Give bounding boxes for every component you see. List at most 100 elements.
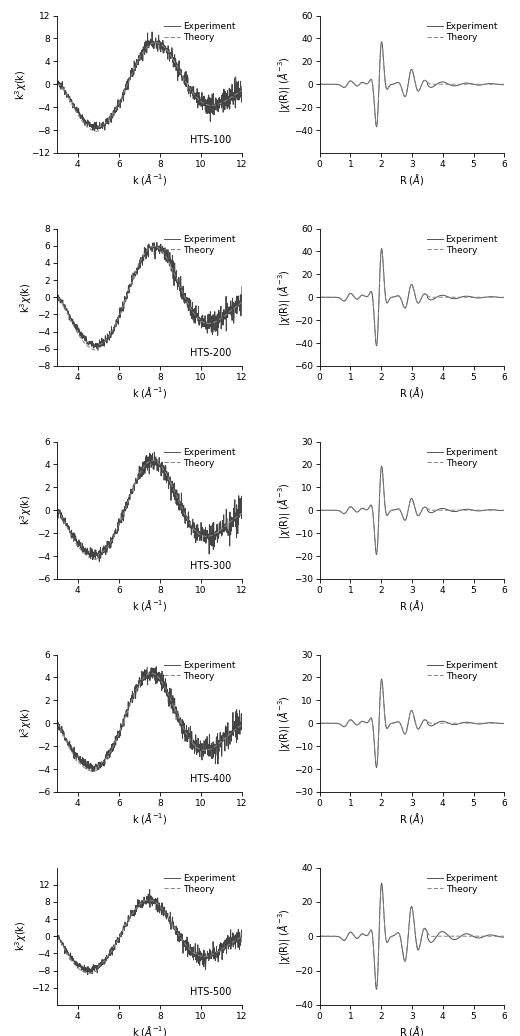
Experiment [451, 933, 457, 946]
Theory [373, 759, 380, 772]
Experiment [54, 716, 60, 728]
X-axis label: k ($\AA^{-1}$): k ($\AA^{-1}$) [132, 172, 167, 186]
Theory [162, 906, 168, 919]
Experiment [501, 79, 508, 91]
Theory [54, 78, 60, 90]
Experiment [54, 79, 60, 91]
Experiment [377, 49, 383, 61]
Theory [501, 291, 508, 304]
Theory [317, 505, 323, 517]
Experiment [194, 313, 201, 325]
Experiment [153, 660, 159, 672]
X-axis label: R ($\AA$): R ($\AA$) [399, 598, 425, 612]
Experiment [317, 505, 323, 517]
Experiment [391, 291, 397, 304]
Theory [379, 37, 385, 50]
Experiment [172, 269, 178, 282]
Theory [194, 742, 201, 754]
Theory [54, 717, 60, 729]
Theory [391, 78, 397, 90]
Experiment [172, 701, 178, 714]
Experiment [317, 717, 323, 729]
Experiment [194, 519, 201, 531]
Theory [194, 312, 201, 324]
Experiment [452, 506, 458, 518]
Experiment [239, 716, 245, 728]
Theory [239, 507, 245, 519]
Theory [377, 258, 383, 270]
Experiment [451, 80, 457, 92]
Text: HTS-200: HTS-200 [189, 348, 231, 357]
Theory [434, 930, 440, 943]
Line: Theory: Theory [320, 44, 504, 125]
Line: Experiment: Experiment [320, 679, 504, 768]
Y-axis label: k$^3\chi$(k): k$^3\chi$(k) [13, 921, 29, 951]
Text: HTS-400: HTS-400 [190, 774, 231, 783]
Theory [54, 291, 60, 304]
Experiment [377, 473, 383, 486]
Experiment [379, 876, 385, 889]
Experiment [379, 35, 385, 48]
Theory [172, 487, 178, 499]
Line: Theory: Theory [320, 681, 504, 766]
Theory [151, 240, 157, 253]
Experiment [172, 484, 178, 496]
X-axis label: R ($\AA$): R ($\AA$) [399, 172, 425, 186]
Experiment [373, 761, 380, 774]
Experiment [162, 461, 168, 473]
Experiment [434, 930, 440, 943]
Line: Theory: Theory [320, 250, 504, 344]
Theory [66, 91, 72, 104]
Line: Theory: Theory [57, 42, 242, 132]
Experiment [172, 60, 178, 73]
Theory [452, 505, 458, 517]
Line: Experiment: Experiment [57, 242, 242, 350]
Line: Theory: Theory [320, 467, 504, 553]
Experiment [167, 911, 173, 923]
Line: Experiment: Experiment [320, 883, 504, 989]
X-axis label: k ($\AA^{-1}$): k ($\AA^{-1}$) [132, 810, 167, 826]
Experiment [194, 939, 201, 951]
Experiment [162, 42, 168, 55]
Theory [150, 454, 156, 466]
Theory [172, 57, 178, 69]
Theory [167, 914, 173, 926]
Legend: Experiment, Theory: Experiment, Theory [162, 659, 238, 683]
Theory [452, 78, 458, 90]
Experiment [92, 124, 98, 137]
Theory [434, 78, 440, 90]
Y-axis label: $|\chi$(R)$|$ ($\AA^{-3}$): $|\chi$(R)$|$ ($\AA^{-3}$) [277, 908, 292, 965]
Theory [146, 894, 152, 906]
Theory [167, 48, 173, 60]
Legend: Experiment, Theory: Experiment, Theory [425, 20, 500, 44]
Experiment [194, 747, 201, 759]
Experiment [317, 930, 323, 943]
Theory [90, 765, 96, 777]
Theory [451, 78, 457, 90]
Theory [239, 719, 245, 731]
Experiment [452, 933, 458, 946]
Theory [317, 78, 323, 90]
Legend: Experiment, Theory: Experiment, Theory [162, 233, 238, 257]
Theory [339, 507, 345, 519]
Line: Experiment: Experiment [320, 41, 504, 126]
Experiment [373, 983, 380, 996]
Experiment [434, 78, 440, 90]
Legend: Experiment, Theory: Experiment, Theory [425, 872, 500, 895]
Theory [377, 894, 383, 906]
Experiment [162, 680, 168, 692]
Theory [434, 505, 440, 517]
Theory [162, 682, 168, 694]
Experiment [151, 445, 158, 458]
Line: Theory: Theory [57, 673, 242, 771]
Experiment [66, 736, 72, 748]
Y-axis label: k$^3\chi$(k): k$^3\chi$(k) [18, 495, 34, 525]
Theory [172, 269, 178, 282]
Theory [451, 291, 457, 304]
Theory [86, 967, 92, 979]
Experiment [434, 291, 440, 304]
Theory [148, 667, 154, 680]
Experiment [501, 931, 508, 944]
Theory [373, 119, 380, 132]
Experiment [317, 78, 323, 90]
